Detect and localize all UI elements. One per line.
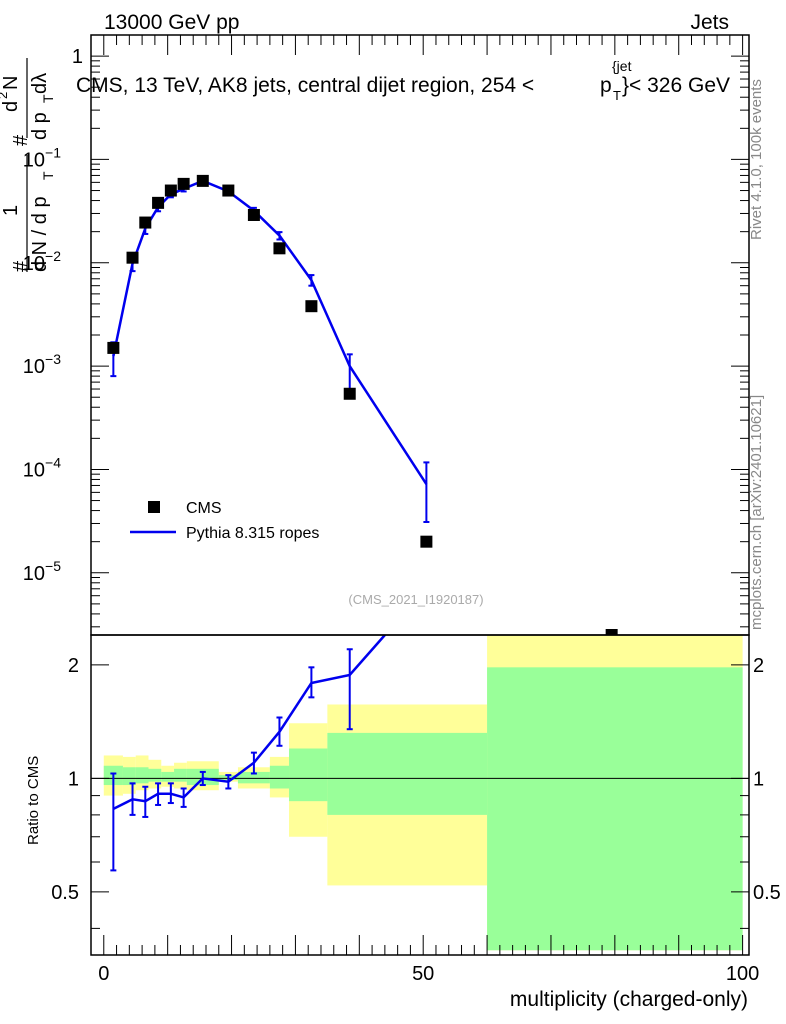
analysis-watermark: (CMS_2021_I1920187)	[348, 592, 483, 607]
ratio-y-tick-label-right: 0.5	[753, 882, 781, 904]
x-tick-label: 50	[412, 963, 434, 985]
plot-title-pt: p	[600, 74, 612, 97]
cms-data-point	[196, 174, 209, 187]
ratio-y-axis-label: Ratio to CMS	[25, 756, 42, 845]
main-y-tick-label: 10−5	[23, 558, 61, 585]
cms-points-group	[107, 174, 433, 548]
ylabel-num-a: 1	[0, 205, 22, 216]
plot-title-tail: }< 326 GeV	[622, 74, 730, 97]
ratio-y-tick-labels: 0.5 0.5 1 1 2 2	[51, 655, 781, 904]
main-y-tick-exponent: −4	[45, 454, 61, 470]
cms-data-point	[343, 387, 356, 400]
main-y-tick-label: 10−3	[23, 351, 61, 378]
cms-data-point	[273, 242, 286, 255]
cms-data-point	[152, 196, 165, 209]
mc-series-line	[112, 179, 428, 485]
ratio-mc-line	[112, 635, 386, 811]
ratio-inner-band-bin	[487, 667, 743, 951]
plot-title-pt-subscript: T	[613, 88, 621, 103]
plot-title-pt-superscript: {jet	[612, 58, 632, 74]
cms-data-point	[305, 300, 318, 313]
ratio-y-tick-label-left: 0.5	[51, 882, 79, 904]
plot-title-text: CMS, 13 TeV, AK8 jets, central dijet reg…	[76, 74, 534, 97]
ratio-inner-band-bin	[174, 768, 187, 782]
main-y-tick-exponent: −3	[45, 351, 61, 367]
legend-mc-label: Pythia 8.315 ropes	[186, 525, 319, 542]
main-y-tick-exponent: −5	[45, 558, 61, 574]
ratio-inner-band-bin	[269, 765, 290, 789]
main-y-tick-label: 10−2	[23, 248, 61, 275]
main-y-tick-label: 10−1	[23, 144, 61, 171]
ratio-inner-band-bin	[148, 768, 162, 782]
legend-cms-label: CMS	[186, 500, 222, 517]
cms-data-point	[420, 535, 433, 548]
cms-data-point	[222, 184, 235, 197]
ylabel-den-b-sub: T	[40, 94, 56, 103]
ratio-y-tick-label-left: 2	[68, 655, 79, 677]
x-tick-label: 100	[726, 963, 759, 985]
ylabel-den-a: d N / d p	[29, 196, 51, 272]
legend: CMS Pythia 8.315 ropes	[130, 500, 319, 542]
ratio-y-tick-label-left: 1	[68, 768, 79, 790]
main-y-tick-label: 1	[72, 46, 83, 68]
ratio-inner-band-bin	[122, 767, 136, 786]
ratio-inner-band-bin	[237, 771, 270, 784]
main-y-axis-label: # 1 d N / d p T # d 2 N d p T dλ	[0, 58, 56, 272]
x-tick-label: 0	[98, 963, 109, 985]
ratio-panel-frame	[90, 634, 750, 956]
main-y-tick-exponent: −2	[45, 248, 61, 264]
x-axis-label: multiplicity (charged-only)	[510, 988, 748, 1011]
main-axis-ticks	[91, 35, 749, 628]
ratio-inner-band-bin	[161, 771, 175, 782]
ratio-y-tick-label-right: 1	[753, 768, 764, 790]
energy-label: 13000 GeV pp	[104, 11, 239, 34]
plot-title: CMS, 13 TeV, AK8 jets, central dijet reg…	[76, 58, 730, 103]
cms-data-point	[164, 184, 177, 197]
rivet-version-label: Rivet 4.1.0, 100k events	[748, 79, 765, 240]
ratio-inner-band-bin	[327, 732, 488, 815]
cms-data-point	[247, 208, 260, 221]
ylabel-num-b-sup: 2	[0, 92, 10, 99]
cms-data-point	[139, 216, 152, 229]
ratio-inner-band-bin	[289, 748, 328, 802]
cms-data-point	[126, 251, 139, 264]
ylabel-den-b: d p	[29, 112, 51, 140]
ylabel-num-b-tail: N	[0, 76, 22, 90]
ylabel-num-b: d	[0, 101, 22, 112]
main-y-tick-exponent: −1	[45, 144, 61, 160]
ylabel-den-b-tail: dλ	[29, 73, 51, 94]
cms-data-point	[107, 341, 120, 354]
main-y-tick-label: 10−4	[23, 454, 61, 481]
legend-cms-marker	[148, 501, 160, 513]
main-panel-frame	[90, 34, 750, 636]
ratio-inner-band-bin	[135, 767, 149, 784]
ylabel-den-a-sub: T	[40, 171, 56, 180]
cms-data-point-offscale	[605, 629, 618, 635]
ratio-inner-band-group	[103, 667, 743, 951]
cms-data-point	[177, 177, 190, 190]
ratio-axis-ticks	[91, 664, 749, 955]
category-label: Jets	[690, 11, 729, 34]
ratio-y-tick-label-right: 2	[753, 655, 764, 677]
mcplots-label: mcplots.cern.ch [arXiv:2401.10621]	[748, 395, 765, 630]
x-tick-labels: 0 50 100	[98, 963, 759, 985]
mc-errorbar-group	[110, 177, 430, 524]
